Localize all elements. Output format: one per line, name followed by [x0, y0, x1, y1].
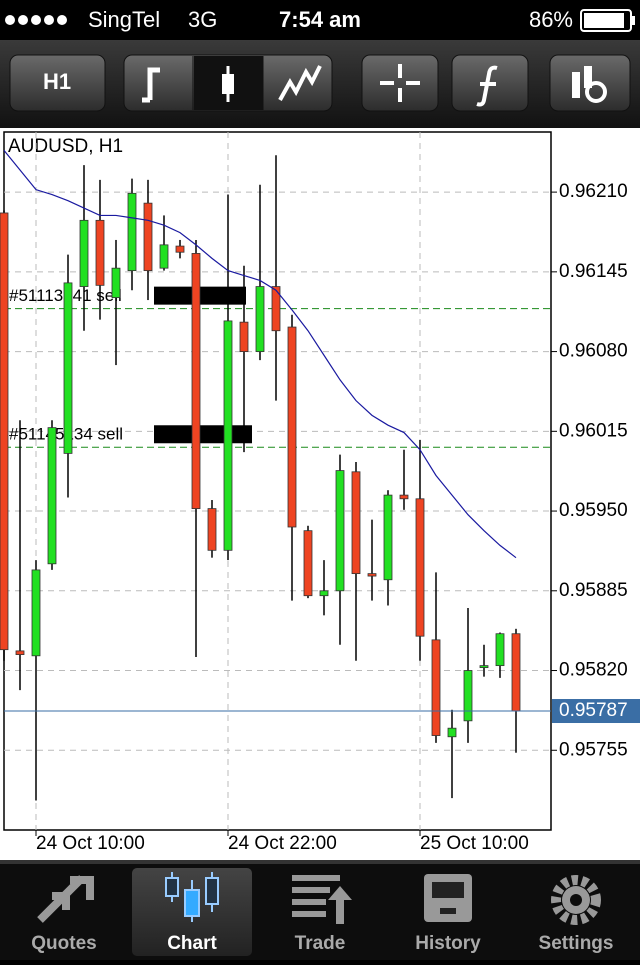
candle-body: [463, 670, 473, 722]
redaction: [154, 425, 252, 444]
x-tick-label: 24 Oct 10:00: [36, 833, 145, 854]
tab-label: Settings: [539, 933, 614, 954]
candle-body: [239, 321, 249, 352]
x-tick-label: 24 Oct 22:00: [228, 833, 337, 854]
candle-body: [367, 573, 377, 577]
chart-type-segment[interactable]: [123, 54, 333, 112]
y-tick-label: 0.95950: [559, 500, 628, 521]
line-chart-icon: [278, 65, 322, 101]
candle-body: [143, 202, 153, 272]
battery-level: 86%: [529, 7, 573, 32]
current-price-label: 0.95787: [559, 700, 628, 721]
candle-body: [383, 494, 393, 581]
timeframe-label: H1: [43, 69, 71, 94]
candle-body: [287, 326, 297, 528]
settings-button[interactable]: [549, 54, 631, 112]
candle-body: [0, 212, 9, 651]
tab-label: History: [415, 933, 481, 954]
clock: 7:54 am: [279, 7, 361, 32]
candle-icon: [222, 66, 234, 102]
candle-body: [223, 320, 233, 551]
candle-body: [431, 639, 441, 736]
tab-bar-edge: [0, 860, 640, 864]
candle-body: [271, 286, 281, 332]
signal-dots: [5, 15, 67, 25]
chart-background: [0, 128, 640, 860]
plot: 0.96210 0.96145 0.96080 0.96015 0.95950 0.958…: [0, 132, 640, 854]
crosshair-button[interactable]: [361, 54, 439, 112]
candle-body: [111, 267, 121, 299]
y-tick-label: 0.95885: [559, 580, 628, 601]
candle-body: [399, 494, 409, 500]
candle-body: [255, 286, 265, 352]
candle-body: [495, 633, 505, 667]
candle-body: [415, 498, 425, 637]
candle-body: [191, 253, 201, 510]
candle-body: [511, 633, 521, 712]
y-tick-label: 0.96080: [559, 341, 628, 362]
candle-body: [207, 508, 217, 551]
timeframe-button[interactable]: H1: [9, 54, 106, 112]
moving-average: [3, 150, 517, 559]
y-tick-label: 0.96145: [559, 261, 628, 282]
y-tick-label: 0.95820: [559, 660, 628, 681]
carrier: SingTel: [88, 7, 160, 32]
network: 3G: [188, 7, 217, 32]
candle-body: [319, 590, 329, 597]
candle-body: [31, 569, 41, 657]
x-tick-label: 25 Oct 10:00: [420, 833, 529, 854]
quotes-tab[interactable]: Quotes: [31, 875, 97, 954]
candle-body: [351, 471, 361, 575]
tab-label: Quotes: [31, 933, 96, 954]
candle-body: [335, 470, 345, 592]
candle-body: [447, 727, 457, 738]
status-bar: [0, 0, 640, 40]
y-tick-label: 0.95755: [559, 739, 628, 760]
candle-body: [127, 192, 137, 272]
history-tab[interactable]: History: [415, 874, 481, 954]
candle-body: [63, 282, 73, 454]
tab-label: Trade: [295, 933, 346, 954]
y-tick-label: 0.96210: [559, 181, 628, 202]
settings-tab[interactable]: Settings: [539, 875, 614, 954]
y-tick-label: 0.96015: [559, 420, 628, 441]
tab-label: Chart: [167, 933, 217, 954]
candle-body: [303, 530, 313, 597]
chart-tab[interactable]: Chart: [165, 872, 219, 954]
current-price-box: [552, 699, 640, 724]
candle-body: [95, 219, 105, 286]
candle-body: [175, 245, 185, 253]
candle-body: [79, 219, 89, 287]
candle-body: [479, 665, 489, 669]
candle-body: [15, 650, 25, 655]
battery-icon: [580, 9, 635, 32]
candle-body: [159, 244, 169, 269]
candle-body: [47, 427, 57, 565]
trade-tab[interactable]: Trade: [292, 875, 352, 954]
chart-title: AUDUSD, H1: [8, 136, 123, 157]
bar-chart-icon: [142, 67, 160, 103]
indicators-button[interactable]: [451, 54, 529, 112]
